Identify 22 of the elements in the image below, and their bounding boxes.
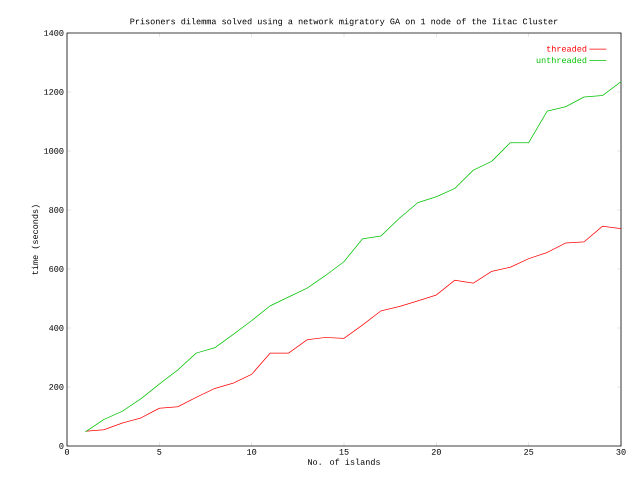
- y-tick-label: 800: [49, 207, 64, 213]
- x-tick-label: 20: [432, 449, 441, 455]
- y-tick-label: 1000: [44, 148, 64, 154]
- line-series: [85, 226, 622, 432]
- y-tick-label: 400: [49, 325, 64, 331]
- chart-title: Prisoners dilemma solved using a network migratory GA on 1 node of the Iitac Cluster: [130, 18, 558, 26]
- legend-label: unthreaded: [536, 56, 586, 64]
- x-tick-label: 5: [157, 449, 162, 455]
- y-axis-title: time (seconds): [32, 205, 40, 274]
- x-tick-label: 10: [247, 449, 256, 455]
- x-tick-label: 25: [524, 449, 534, 455]
- x-tick-label: 0: [64, 449, 70, 455]
- line-series: [85, 81, 622, 432]
- y-tick-label: 0: [59, 443, 64, 449]
- y-tick-label: 600: [49, 266, 64, 272]
- x-axis-title: No. of islands: [308, 458, 380, 465]
- x-tick-label: 15: [340, 449, 349, 455]
- y-tick-label: 1200: [44, 89, 64, 95]
- legend-label: threaded: [546, 45, 586, 52]
- x-tick-label: 30: [616, 449, 626, 455]
- y-tick-label: 1400: [44, 30, 64, 36]
- y-tick-label: 200: [49, 384, 64, 390]
